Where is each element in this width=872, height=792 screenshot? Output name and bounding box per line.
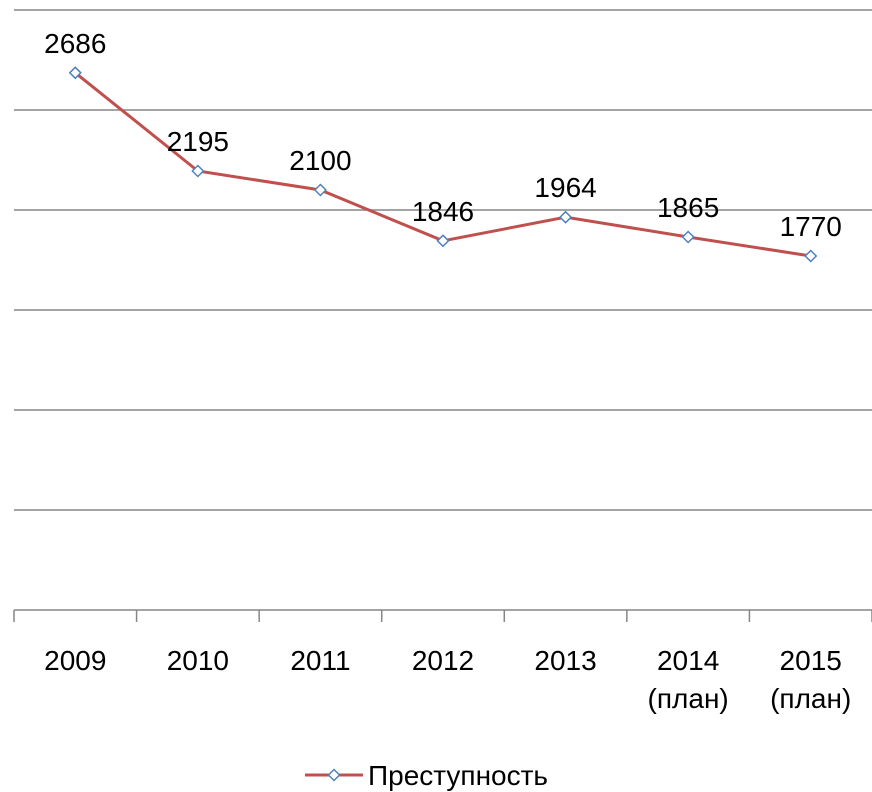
x-tick-label: 2010 [166,645,229,676]
data-label: 2100 [289,145,351,176]
x-tick-label: 2009 [44,645,107,676]
marker [681,230,695,244]
marker [804,249,818,263]
x-tick-label: 2012 [411,645,475,676]
series-line [74,71,811,258]
marker [436,234,450,248]
marker [68,66,82,80]
data-label: 1846 [412,196,474,227]
data-label: 1865 [657,192,719,223]
marker [559,210,573,224]
x-tick-label: 2014 (план) [647,645,729,714]
x-tick-label: 2013 [534,645,597,676]
legend-label: Преступность [368,760,548,791]
marker [191,164,205,178]
x-tick-label: 2015 (план) [770,645,852,714]
marker [313,183,327,197]
x-tick-label: 2011 [290,645,351,676]
legend-marker [327,768,341,782]
data-label: 2686 [44,28,106,59]
data-label: 1770 [780,211,842,242]
data-label: 1964 [534,172,596,203]
data-label: 2195 [167,126,229,157]
